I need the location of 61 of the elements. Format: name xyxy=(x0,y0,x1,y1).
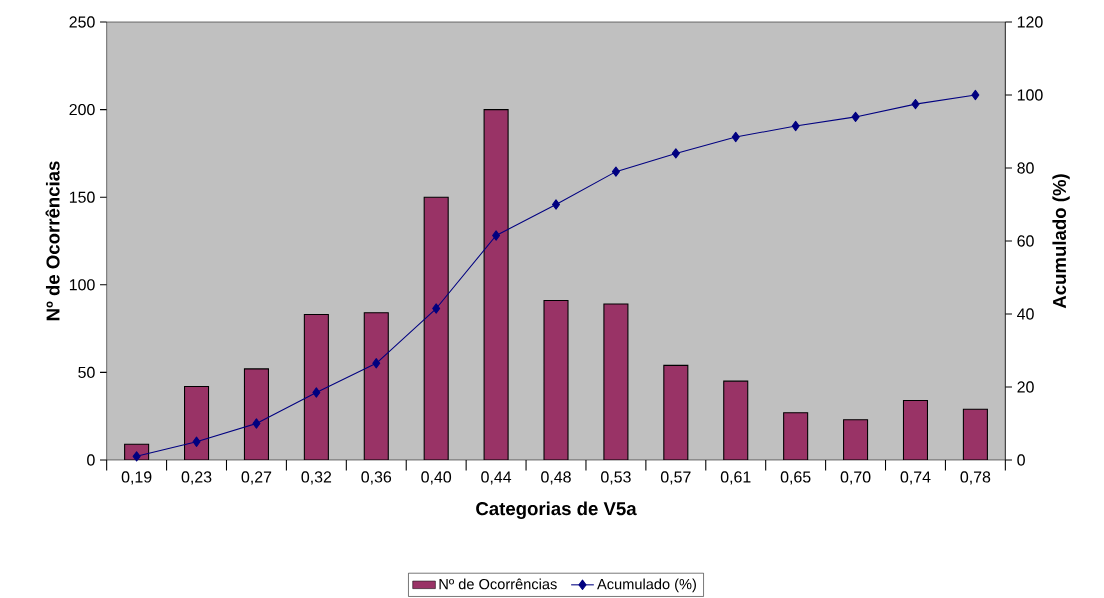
bar xyxy=(543,300,569,460)
y2-tick-label: 40 xyxy=(1017,308,1034,320)
y2-tick-label: 120 xyxy=(1017,16,1043,28)
x-tick-label: 0,70 xyxy=(840,471,871,485)
bar xyxy=(243,368,269,460)
bar xyxy=(184,385,210,460)
bar xyxy=(603,303,629,460)
x-tick-label: 0,44 xyxy=(481,471,512,485)
point xyxy=(551,199,561,210)
y2-tick-label: 80 xyxy=(1017,162,1034,174)
bar xyxy=(483,109,509,460)
y2-axis-title: Acumulado (%) xyxy=(1052,174,1070,309)
bar xyxy=(783,412,809,460)
bar xyxy=(843,419,869,460)
y-tick-label: 250 xyxy=(69,16,95,28)
x-tick-label: 0,57 xyxy=(660,471,691,485)
x-tick-label: 0,32 xyxy=(301,471,332,485)
y2-tick-label: 0 xyxy=(1017,454,1025,466)
y-tick-label: 200 xyxy=(69,103,95,116)
x-tick-label: 0,65 xyxy=(780,471,811,485)
point xyxy=(851,111,860,123)
x-tick-label: 0,53 xyxy=(601,471,631,485)
x-tick-label: 0,27 xyxy=(241,471,272,485)
x-tick-label: 0,19 xyxy=(121,471,152,485)
point xyxy=(611,166,620,177)
legend-label: Nº de Ocorrências xyxy=(439,578,557,590)
x-tick-label: 0,74 xyxy=(900,471,931,485)
y-tick-label: 50 xyxy=(78,366,95,379)
point xyxy=(372,358,381,369)
point xyxy=(492,230,501,241)
point xyxy=(971,89,980,101)
x-axis-title: Categorias de V5a xyxy=(476,501,637,520)
y-axis-title: Nº de Ocorrências xyxy=(45,161,60,321)
y2-tick-label: 100 xyxy=(1017,89,1043,101)
bar xyxy=(423,196,449,460)
bar xyxy=(303,314,329,460)
legend-label: Acumulado (%) xyxy=(597,578,696,593)
y-tick-label: 0 xyxy=(87,454,95,466)
point xyxy=(671,148,680,159)
x-tick-label: 0,40 xyxy=(421,471,452,485)
x-tick-label: 0,48 xyxy=(541,471,571,485)
point xyxy=(911,98,920,110)
bar xyxy=(663,364,689,460)
point xyxy=(252,418,261,429)
y2-tick-label: 60 xyxy=(1017,235,1034,247)
y2-tick-label: 20 xyxy=(1017,381,1034,393)
point xyxy=(192,436,201,447)
x-tick-label: 0,36 xyxy=(361,471,392,485)
x-tick-label: 0,23 xyxy=(181,471,212,485)
bar xyxy=(962,408,988,460)
y-tick-label: 150 xyxy=(69,191,95,203)
point xyxy=(731,131,740,143)
x-tick-label: 0,78 xyxy=(960,471,991,485)
y-tick-label: 100 xyxy=(69,279,95,291)
bar xyxy=(723,380,749,460)
bar xyxy=(902,399,929,460)
point xyxy=(432,303,441,314)
point xyxy=(791,120,800,132)
x-tick-label: 0,61 xyxy=(720,471,751,485)
point xyxy=(312,387,321,398)
bar xyxy=(363,312,389,460)
